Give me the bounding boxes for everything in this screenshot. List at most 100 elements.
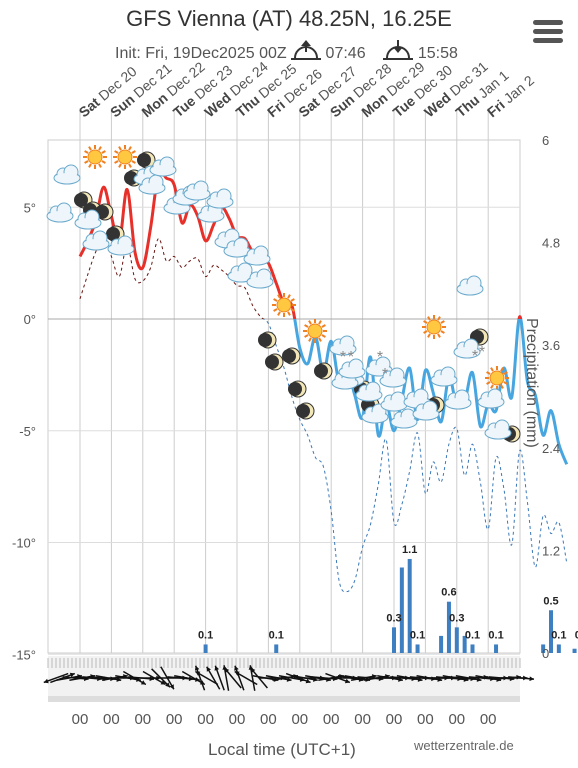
y-tick-left: -15° bbox=[12, 647, 36, 662]
y-tick-right: 6 bbox=[542, 133, 549, 148]
hour-labels: 00 00 00 00 00 00 00 00 00 00 00 00 00 00 bbox=[72, 711, 497, 728]
cloud-icon bbox=[206, 188, 234, 209]
precip-bar bbox=[572, 648, 577, 653]
sunset-time: 15:58 bbox=[417, 45, 458, 62]
cloud-icon bbox=[138, 174, 166, 195]
precip-value-label: 0.1 bbox=[465, 629, 480, 641]
precip-bars bbox=[203, 558, 577, 653]
hour-label: 00 bbox=[480, 711, 497, 728]
cloud-icon bbox=[379, 367, 407, 388]
wind-arrowhead bbox=[140, 680, 146, 685]
snow-icon: * bbox=[479, 344, 485, 361]
precip-bar bbox=[415, 644, 420, 653]
wind-arrowhead bbox=[286, 677, 292, 682]
dewpoint-series bbox=[79, 238, 568, 593]
precip-bar bbox=[407, 558, 412, 653]
sun-icon bbox=[113, 145, 137, 169]
y-axis-right-label: Precipitation (mm) bbox=[523, 318, 540, 448]
precip-bar bbox=[439, 635, 444, 653]
cloud-icon bbox=[477, 388, 505, 409]
y-tick-right: 2.4 bbox=[542, 441, 560, 456]
wind-strip-base bbox=[48, 696, 520, 702]
dewpoint-line-below bbox=[262, 319, 568, 593]
moon-icon bbox=[296, 402, 315, 420]
moon-icon bbox=[137, 151, 156, 169]
y-tick-right: 1.2 bbox=[542, 543, 560, 558]
precip-bar bbox=[446, 601, 451, 653]
cloud-icon bbox=[380, 391, 408, 412]
precip-value-label: 0.3 bbox=[449, 612, 464, 624]
wind-arrowhead bbox=[344, 678, 350, 684]
snow-icon: * bbox=[340, 349, 346, 366]
precip-value-label: 0.1 bbox=[551, 629, 566, 641]
precip-value-label: 0.3 bbox=[386, 612, 401, 624]
moon-icon bbox=[282, 347, 301, 365]
sun-icon bbox=[83, 145, 107, 169]
precip-value-label: 0.1 bbox=[410, 629, 425, 641]
cloud-icon bbox=[53, 164, 81, 185]
hour-label: 00 bbox=[354, 711, 371, 728]
cloud-icon bbox=[361, 403, 389, 424]
hour-label: 00 bbox=[260, 711, 277, 728]
precip-value-label: 0.5 bbox=[543, 595, 558, 607]
snow-icon: * bbox=[348, 349, 354, 366]
precip-bar bbox=[399, 567, 404, 653]
snow-icon: * bbox=[377, 349, 383, 366]
cloud-icon bbox=[183, 180, 211, 201]
hour-label: 00 bbox=[72, 711, 89, 728]
cloud-icon bbox=[149, 156, 177, 177]
wind-arrowhead bbox=[194, 665, 200, 671]
hour-label: 00 bbox=[134, 711, 151, 728]
moon-icon bbox=[95, 203, 114, 221]
moon-icon bbox=[314, 362, 333, 380]
sunrise-time: 07:46 bbox=[325, 45, 366, 62]
wind-arrowhead bbox=[206, 666, 211, 672]
precip-value-label: 0.6 bbox=[441, 587, 456, 599]
cloud-icon bbox=[412, 400, 440, 421]
cloud-icon bbox=[74, 209, 102, 230]
moon-icon bbox=[265, 353, 284, 371]
precip-bar bbox=[494, 644, 499, 653]
precip-bar bbox=[274, 644, 279, 653]
precip-bar bbox=[556, 644, 561, 653]
precip-bar bbox=[470, 644, 475, 653]
wind-arrowhead bbox=[165, 682, 170, 688]
cloud-icon bbox=[329, 335, 357, 356]
hour-label: 00 bbox=[197, 711, 214, 728]
cloud-icon bbox=[430, 366, 458, 387]
precip-value-label: 1.1 bbox=[402, 544, 417, 556]
cloud-icon bbox=[82, 230, 110, 251]
credit-link[interactable]: wetterzentrale.de bbox=[414, 738, 514, 753]
init-info: Init: Fri, 19Dec2025 00Z 07:46 15:58 bbox=[115, 36, 458, 63]
snow-icon: * bbox=[472, 348, 478, 365]
sunset-icon bbox=[383, 40, 414, 60]
temperature-line-above bbox=[78, 169, 523, 319]
moon-icon bbox=[288, 380, 307, 398]
hamburger-menu-icon[interactable] bbox=[533, 20, 563, 44]
axis-labels: 5° 0° -5° -10° -15° 6 4.8 3.6 2.4 1.2 0 bbox=[12, 133, 560, 662]
hour-label: 00 bbox=[448, 711, 465, 728]
y-tick-left: 5° bbox=[24, 200, 36, 215]
sun-icon bbox=[303, 319, 327, 343]
precip-bar bbox=[392, 627, 396, 653]
cloud-icon bbox=[484, 419, 512, 440]
init-time: Init: Fri, 19Dec2025 00Z bbox=[115, 45, 287, 62]
chart-title: GFS Vienna (AT) 48.25N, 16.25E bbox=[126, 6, 452, 31]
cloud-icon bbox=[453, 338, 481, 359]
wind-arrowhead bbox=[250, 668, 256, 673]
cloud-icon bbox=[243, 245, 271, 266]
hour-label: 00 bbox=[323, 711, 340, 728]
cloud-icon bbox=[223, 237, 251, 258]
dewpoint-line-above bbox=[79, 238, 265, 319]
cloud-icon bbox=[107, 235, 135, 256]
wind-arrowhead bbox=[234, 671, 240, 676]
wind-arrowhead bbox=[43, 678, 49, 684]
y-tick-right: 0 bbox=[542, 646, 549, 661]
precip-bar bbox=[549, 610, 553, 653]
precip-labels: 0.10.10.31.10.10.60.30.10.10.50.10.10.60… bbox=[198, 544, 578, 642]
cloud-icon bbox=[444, 389, 472, 410]
wind-arrowhead bbox=[529, 676, 535, 682]
wind-arrowhead bbox=[224, 668, 230, 673]
weather-icons: * * *** * bbox=[46, 145, 521, 443]
hour-label: 00 bbox=[417, 711, 434, 728]
